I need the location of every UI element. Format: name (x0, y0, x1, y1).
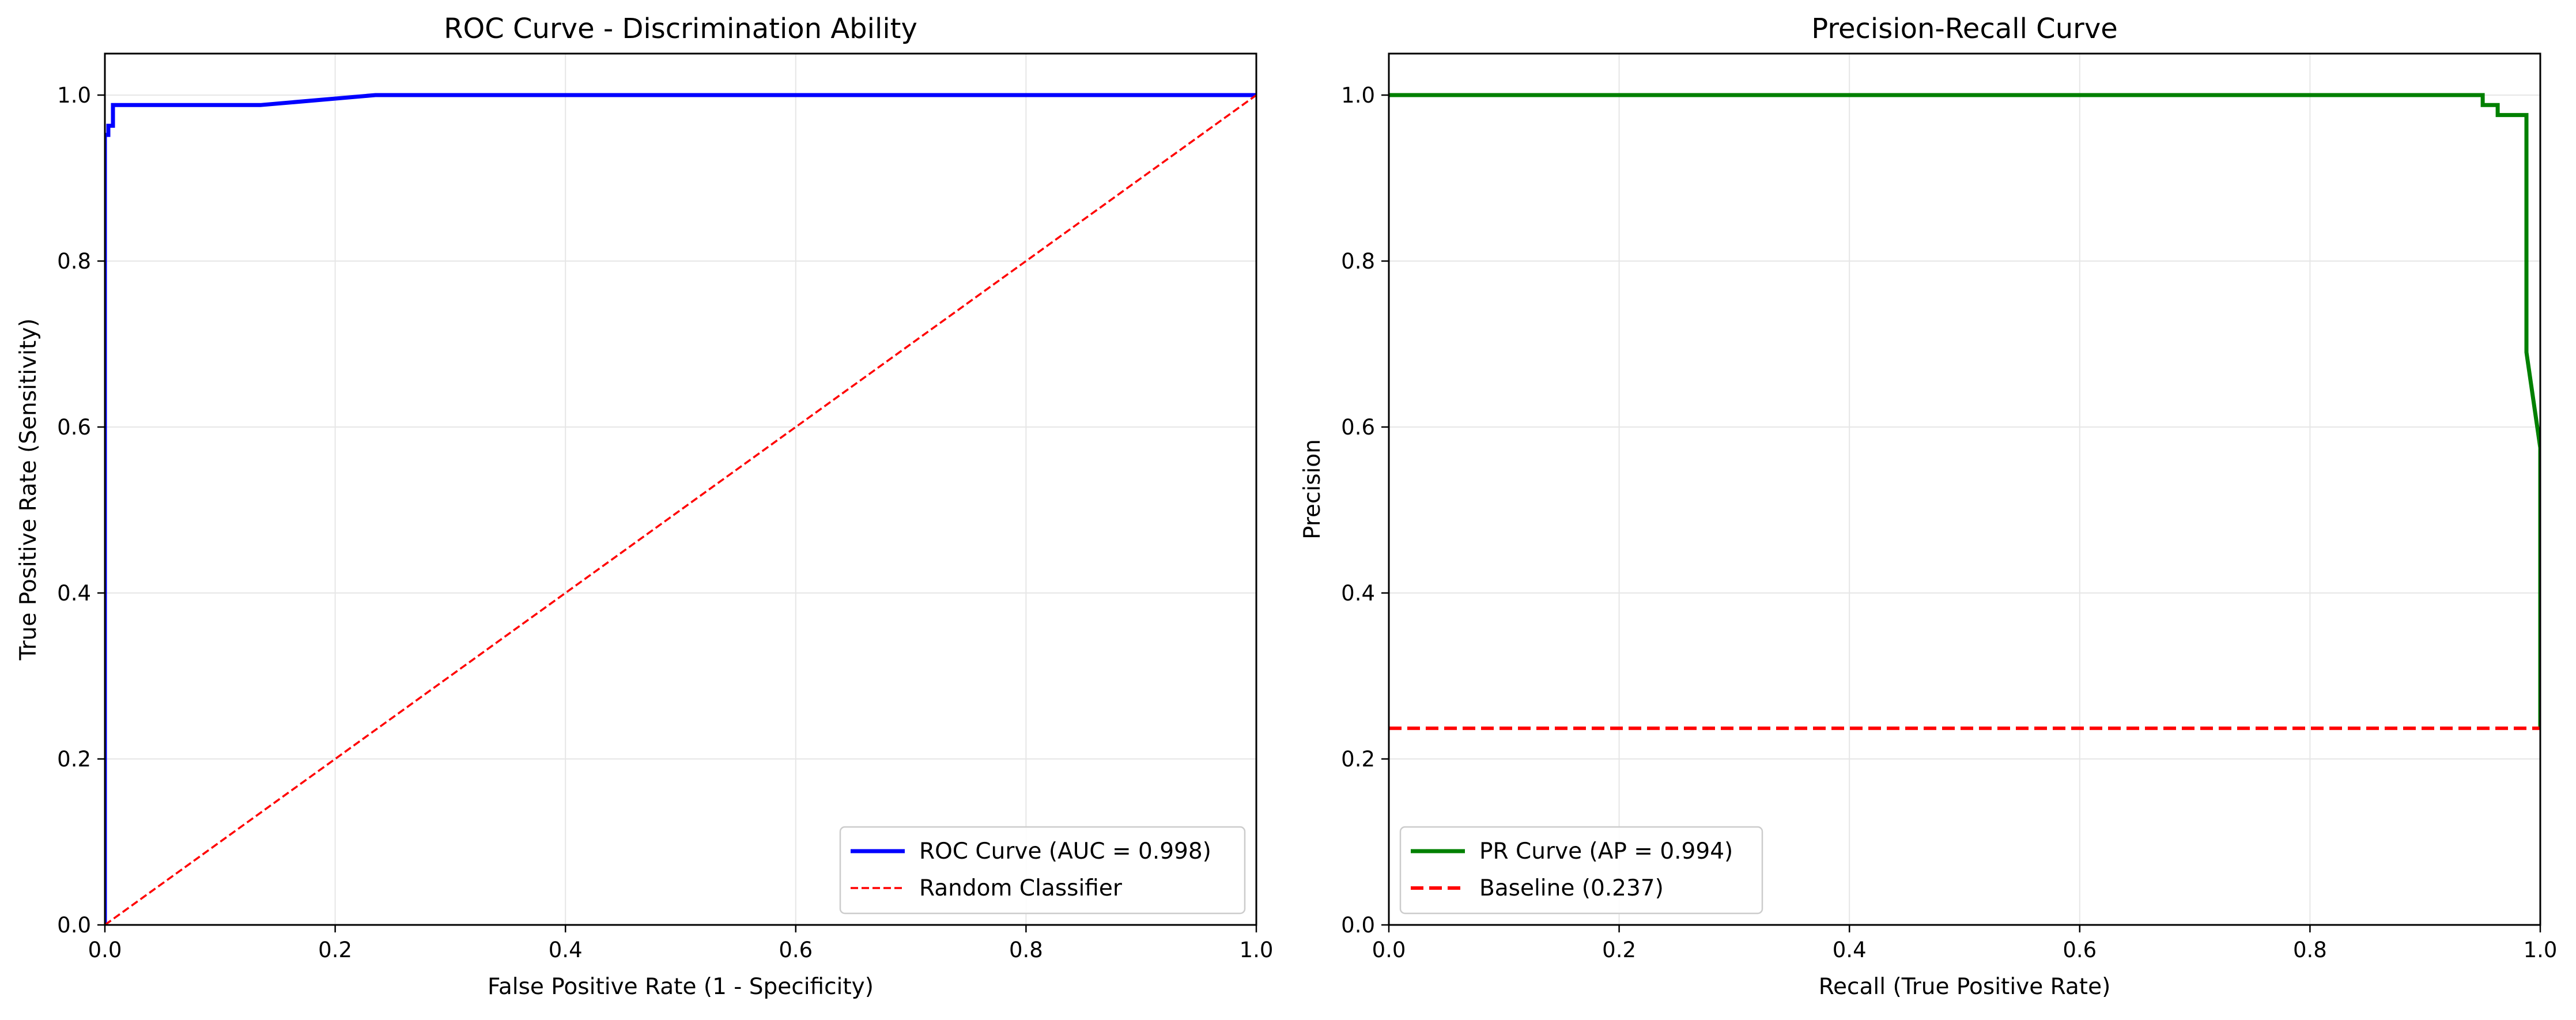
chart-title: ROC Curve - Discrimination Ability (444, 13, 917, 45)
legend-label-2: Baseline (0.237) (1479, 875, 1664, 901)
panel-1: 0.0 0.2 0.4 0.6 0.8 1.0 0.0 0.2 0.4 0.6 0.8 1.0 ROC … (16, 13, 1273, 1000)
axes-frame (104, 52, 1257, 926)
x-tick-label: 0.2 (318, 938, 352, 962)
y-tick-label: 0.8 (1341, 249, 1375, 274)
y-tick-label: 0.2 (57, 747, 91, 772)
x-tick-label: 0.0 (1372, 938, 1406, 962)
legend-label-1: ROC Curve (AUC = 0.998) (919, 838, 1211, 864)
legend: ROC Curve (AUC = 0.998) Random Classifier (839, 826, 1246, 915)
y-tick-label: 0.8 (57, 249, 91, 274)
x-tick-label: 0.6 (2063, 938, 2097, 962)
y-axis-label: Precision (1300, 439, 1325, 539)
x-axis-label: Recall (True Positive Rate) (1819, 974, 2111, 1000)
legend-label-1: PR Curve (AP = 0.994) (1479, 838, 1733, 864)
legend: PR Curve (AP = 0.994) Baseline (0.237) (1399, 826, 1763, 915)
x-axis-label: False Positive Rate (1 - Specificity) (488, 974, 874, 1000)
panel-2: 0.0 0.2 0.4 0.6 0.8 1.0 0.0 0.2 0.4 0.6 0.8 1.0 Prec… (1300, 13, 2557, 1000)
y-tick-label: 0.4 (1341, 581, 1375, 606)
y-tick-label: 0.0 (57, 913, 91, 938)
x-tick-label: 1.0 (2524, 938, 2558, 962)
legend-label-2: Random Classifier (919, 875, 1123, 901)
x-tick-label: 0.2 (1602, 938, 1636, 962)
x-tick-label: 0.6 (779, 938, 813, 962)
series-line-1 (105, 93, 1256, 925)
series-line-2 (105, 94, 1256, 925)
y-tick-label: 1.0 (1341, 83, 1375, 108)
legend-box (1399, 826, 1763, 915)
chart-title: Precision-Recall Curve (1811, 13, 2118, 45)
y-tick-label: 0.0 (1341, 913, 1375, 938)
x-tick-label: 0.8 (1009, 938, 1043, 962)
x-tick-label: 1.0 (1240, 938, 1274, 962)
y-axis-label: True Positive Rate (Sensitivity) (16, 318, 41, 660)
y-tick-label: 1.0 (57, 83, 91, 108)
x-tick-label: 0.0 (88, 938, 122, 962)
y-tick-label: 0.6 (57, 415, 91, 440)
x-tick-label: 0.4 (1833, 938, 1867, 962)
x-tick-label: 0.4 (549, 938, 583, 962)
x-tick-label: 0.8 (2293, 938, 2327, 962)
axes-frame (1388, 52, 2541, 926)
legend-box (839, 826, 1246, 915)
y-tick-label: 0.2 (1341, 747, 1375, 772)
y-tick-label: 0.4 (57, 581, 91, 606)
y-tick-label: 0.6 (1341, 415, 1375, 440)
series-line-1 (1389, 93, 2540, 728)
